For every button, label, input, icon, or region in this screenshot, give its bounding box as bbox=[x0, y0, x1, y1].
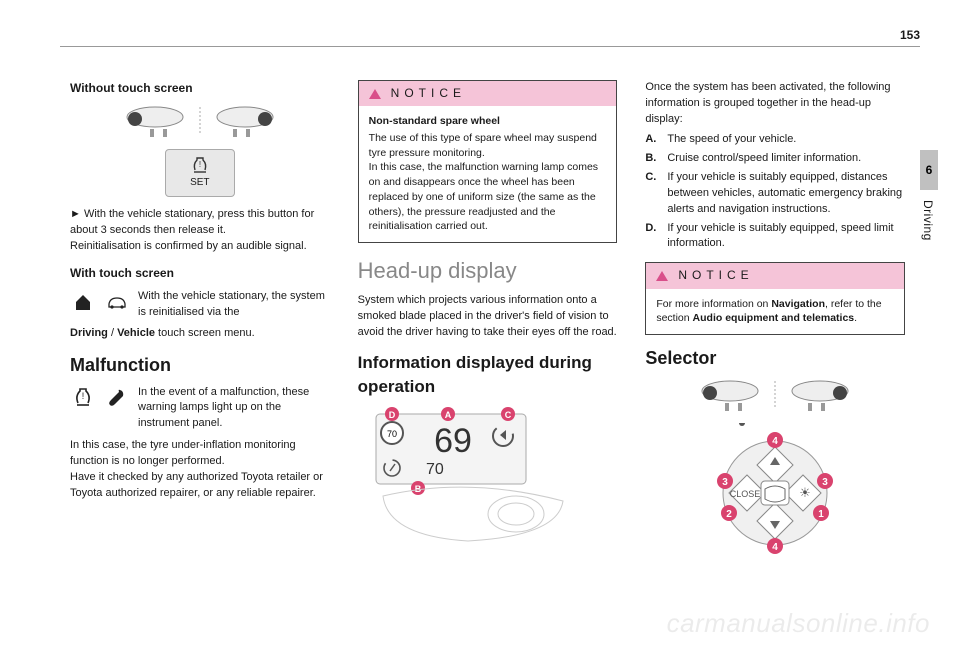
content-columns: Without touch screen ! SET ► Wi bbox=[70, 80, 905, 629]
dashboard-illustration-2 bbox=[690, 377, 860, 417]
watermark: carmanualsonline.info bbox=[667, 608, 930, 639]
svg-text:3: 3 bbox=[822, 477, 828, 488]
text: / bbox=[108, 327, 117, 339]
svg-text:CLOSE: CLOSE bbox=[730, 489, 761, 499]
svg-text:!: ! bbox=[82, 391, 85, 401]
paragraph: Have it checked by any authorized Toyota… bbox=[70, 470, 330, 502]
item-text: The speed of your vehicle. bbox=[667, 132, 796, 148]
svg-text:4: 4 bbox=[772, 542, 778, 553]
touch-screen-row: With the vehicle stationary, the system … bbox=[70, 289, 330, 321]
svg-text:!: ! bbox=[199, 160, 201, 169]
notice-header: NOTICE bbox=[359, 81, 617, 106]
paragraph: With the vehicle stationary, the system … bbox=[138, 290, 325, 318]
heading-malfunction: Malfunction bbox=[70, 352, 330, 378]
item-text: If your vehicle is suitably equipped, di… bbox=[667, 170, 905, 218]
text: touch screen menu. bbox=[155, 327, 255, 339]
notice-box-2: NOTICE For more information on Navigatio… bbox=[645, 262, 905, 335]
list-item: D.If your vehicle is suitably equipped, … bbox=[645, 221, 905, 253]
svg-text:69: 69 bbox=[434, 422, 472, 460]
heading-info-displayed: Information displayed during operation bbox=[358, 351, 618, 400]
bold-text: Vehicle bbox=[117, 327, 155, 339]
bold-text: Navigation bbox=[771, 298, 825, 310]
notice-body: For more information on Navigation, refe… bbox=[646, 289, 904, 334]
wrench-icon bbox=[104, 385, 130, 411]
page-number: 153 bbox=[900, 28, 920, 42]
home-icon bbox=[70, 289, 96, 315]
svg-text:3: 3 bbox=[722, 477, 728, 488]
item-label: A. bbox=[645, 132, 661, 148]
svg-text:1: 1 bbox=[818, 509, 824, 520]
notice-label: NOTICE bbox=[678, 267, 753, 284]
chapter-tab: 6 bbox=[920, 150, 938, 190]
header-rule bbox=[60, 46, 920, 47]
item-text: Cruise control/speed limiter information… bbox=[667, 151, 861, 167]
list-item: C.If your vehicle is suitably equipped, … bbox=[645, 170, 905, 218]
svg-text:70: 70 bbox=[426, 461, 444, 478]
malfunction-row: ! In the event of a malfunction, these w… bbox=[70, 385, 330, 433]
set-label: SET bbox=[190, 176, 209, 191]
list-item: B. Cruise control/speed limiter informati… bbox=[645, 151, 905, 167]
paragraph: ► With the vehicle stationary, press thi… bbox=[70, 207, 330, 239]
bold-text: Driving bbox=[70, 327, 108, 339]
selector-illustration: CLOSE ☀ 4 4 3 3 2 1 bbox=[685, 423, 865, 553]
paragraph: Once the system has been activated, the … bbox=[645, 80, 905, 128]
svg-text:A: A bbox=[444, 410, 451, 420]
column-2: NOTICE Non-standard spare wheel The use … bbox=[358, 80, 618, 629]
car-icon bbox=[104, 289, 130, 315]
notice-body: Non-standard spare wheel The use of this… bbox=[359, 106, 617, 242]
tyre-warning-icon: ! bbox=[70, 385, 96, 411]
list-item: A. The speed of your vehicle. bbox=[645, 132, 905, 148]
svg-text:4: 4 bbox=[772, 436, 778, 447]
paragraph: System which projects various informatio… bbox=[358, 293, 618, 341]
column-3: Once the system has been activated, the … bbox=[645, 80, 905, 629]
paragraph: In this case, the tyre under-inflation m… bbox=[70, 438, 330, 470]
chapter-label: Driving bbox=[921, 200, 935, 241]
paragraph: Driving / Vehicle touch screen menu. bbox=[70, 326, 330, 342]
svg-text:C: C bbox=[504, 410, 511, 420]
warning-triangle-icon bbox=[369, 89, 381, 99]
dashboard-illustration-1 bbox=[115, 103, 285, 143]
heading-with-touch: With touch screen bbox=[70, 265, 330, 282]
notice-label: NOTICE bbox=[391, 85, 466, 102]
svg-text:☀: ☀ bbox=[799, 485, 811, 500]
item-label: D. bbox=[645, 221, 661, 253]
paragraph: In the event of a malfunction, these war… bbox=[138, 385, 330, 433]
item-label: C. bbox=[645, 170, 661, 218]
svg-text:70: 70 bbox=[387, 429, 397, 439]
heading-without-touch: Without touch screen bbox=[70, 80, 330, 97]
paragraph: The use of this type of spare wheel may … bbox=[369, 131, 607, 160]
notice-header: NOTICE bbox=[646, 263, 904, 288]
item-label: B. bbox=[645, 151, 661, 167]
svg-text:2: 2 bbox=[726, 509, 732, 520]
svg-text:D: D bbox=[388, 410, 395, 420]
set-button-graphic: ! SET bbox=[165, 149, 235, 197]
info-list: A. The speed of your vehicle. B. Cruise co… bbox=[645, 132, 905, 253]
item-text: If your vehicle is suitably equipped, sp… bbox=[667, 221, 905, 253]
column-1: Without touch screen ! SET ► Wi bbox=[70, 80, 330, 629]
warning-triangle-icon bbox=[656, 271, 668, 281]
hud-illustration: 70 69 70 D A C B bbox=[358, 406, 578, 536]
heading-hud: Head-up display bbox=[358, 255, 618, 287]
text: For more information on bbox=[656, 298, 771, 310]
paragraph: In this case, the malfunction warning la… bbox=[369, 160, 607, 233]
paragraph: Reinitialisation is confirmed by an audi… bbox=[70, 239, 330, 255]
notice-box-1: NOTICE Non-standard spare wheel The use … bbox=[358, 80, 618, 243]
notice-subhead: Non-standard spare wheel bbox=[369, 114, 607, 129]
bold-text: Audio equipment and telematics bbox=[693, 312, 855, 324]
text: . bbox=[854, 312, 857, 324]
heading-selector: Selector bbox=[645, 345, 905, 371]
